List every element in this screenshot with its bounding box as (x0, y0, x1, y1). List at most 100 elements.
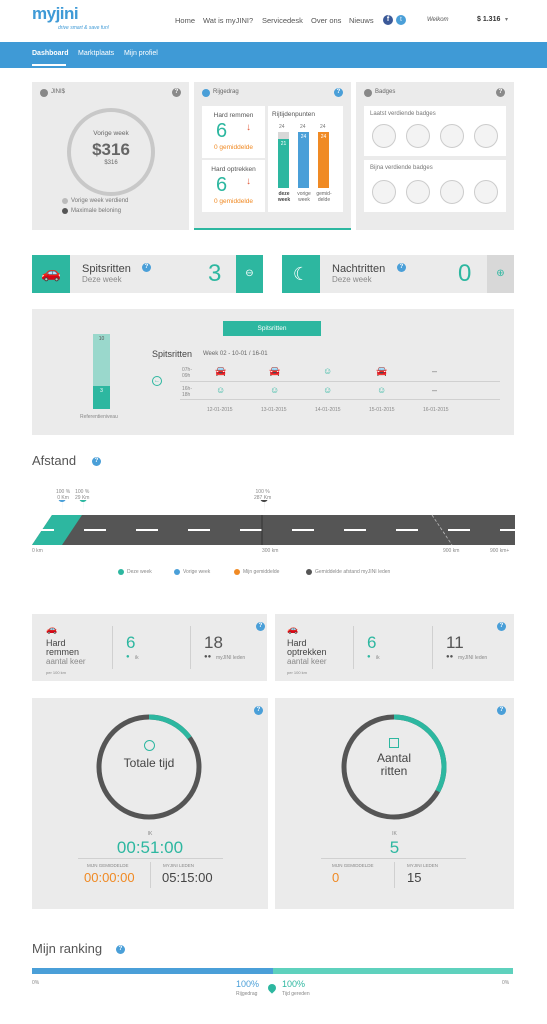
points-balance[interactable]: $ 1.316 (477, 16, 501, 23)
ritten-avg-label: MIJN GEMIDDELDE (332, 863, 374, 868)
axis-tick: 900 km+ (490, 548, 510, 554)
tab-dashboard-underline (32, 64, 66, 66)
badge-icon[interactable] (440, 124, 464, 148)
legend-label: Deze week (127, 569, 152, 575)
tijd-avg-label: MIJN GEMIDDELDE (87, 863, 129, 868)
hard-brake-label: Hard remmen (213, 112, 254, 119)
row2-label: 16h- 18h (182, 386, 193, 398)
nav-servicedesk[interactable]: Servicedesk (262, 16, 303, 25)
badge-icon[interactable] (406, 180, 430, 204)
badge-icon[interactable] (474, 124, 498, 148)
expand-button[interactable]: ⊕ (487, 255, 514, 293)
legend-dot-dark (62, 208, 68, 214)
bar-value-2: 24 (300, 134, 307, 140)
car-icon: 🚘 (376, 366, 388, 376)
jinis-sub-amount: 316 (107, 160, 118, 166)
legend-label: Vorige week (183, 569, 211, 575)
divider (353, 626, 354, 669)
group-icon: ●● (204, 654, 212, 660)
spits-tab-button[interactable]: Spitsritten (223, 321, 321, 336)
bar-fill-3 (318, 132, 329, 188)
route-icon (389, 738, 399, 748)
ritten-ring (341, 714, 447, 820)
bar-fill-2 (298, 132, 309, 188)
hard2-me-label: ik (376, 655, 380, 661)
ref-label: Referentieniveau (80, 414, 118, 420)
spits-count: 3 (208, 260, 222, 287)
tijd-leden-label: MYJINI LEDEN (163, 863, 195, 868)
divider (112, 626, 113, 669)
bar-top-2: 24 (300, 124, 306, 130)
legend-label: Mijn gemiddelde (243, 569, 280, 575)
spits-sub: Deze week (82, 275, 122, 284)
hard2-l1: Hard (287, 638, 307, 648)
help-icon[interactable]: ? (397, 263, 406, 272)
help-icon[interactable]: ? (256, 622, 265, 631)
ritten-value: 5 (389, 838, 400, 857)
row1-label: 07h- 09h (182, 367, 193, 379)
bar-value-3: 24 (320, 134, 327, 140)
help-icon[interactable]: ? (497, 622, 506, 631)
hard-brake-avg: 0 gemiddelde (213, 144, 254, 151)
smiley-icon: ☺ (323, 385, 333, 395)
nav-news[interactable]: Nieuws (349, 16, 374, 25)
divider (78, 858, 223, 859)
legend-swatch (234, 569, 240, 575)
ref-bar-top (93, 334, 110, 386)
date-label: 14-01-2015 (315, 407, 341, 413)
divider (321, 858, 466, 859)
facebook-icon[interactable]: f (383, 15, 393, 25)
legend-label: Gemiddelde afstand myJINI leden (315, 569, 391, 575)
badge-icon[interactable] (372, 124, 396, 148)
tijd-avg: 00:00:00 (84, 870, 135, 885)
jinis-card: JINI$ ? Vorige week $316 $316 Vorige wee… (32, 82, 189, 230)
ranking-right: 0% (502, 980, 510, 986)
badge-icon[interactable] (474, 180, 498, 204)
smiley-icon: ☺ (323, 366, 333, 376)
help-icon[interactable]: ? (172, 88, 181, 97)
hard-brake-value: 6 (216, 120, 228, 142)
help-icon[interactable]: ? (497, 706, 506, 715)
help-icon[interactable]: ? (334, 88, 343, 97)
tab-profiel[interactable]: Mijn profiel (124, 50, 158, 57)
prev-week-button[interactable]: ← (152, 376, 162, 386)
row-divider (180, 381, 500, 382)
ranking-bar-right (273, 968, 513, 974)
tab-marktplaats[interactable]: Marktplaats (78, 50, 115, 57)
divider (394, 862, 395, 888)
collapse-button[interactable]: ⊖ (236, 255, 263, 293)
person-icon: ● (367, 654, 371, 660)
badge-icon[interactable] (406, 124, 430, 148)
hard-acc-label: Hard optrekken (211, 166, 256, 173)
moon-icon: ☾ (282, 255, 320, 293)
bar-label-3: gemid-delde (316, 191, 332, 203)
date-label: 12-01-2015 (207, 407, 233, 413)
smiley-icon: ☺ (270, 385, 280, 395)
ritten-title: Aantal ritten (376, 751, 412, 778)
badge-icon[interactable] (372, 180, 396, 204)
chevron-down-icon[interactable]: ▾ (505, 17, 509, 23)
help-icon[interactable]: ? (92, 457, 101, 466)
legend-swatch (174, 569, 180, 575)
badge-icon[interactable] (440, 180, 464, 204)
tab-dashboard[interactable]: Dashboard (32, 50, 69, 57)
car-icon: 🚘 (215, 366, 227, 376)
arrow-down-icon: ↓ (246, 122, 251, 133)
nav-what[interactable]: Wat is myJINI? (203, 16, 254, 25)
help-icon[interactable]: ? (254, 706, 263, 715)
nav-home[interactable]: Home (175, 16, 196, 25)
bar-label-1: deze week (277, 191, 291, 203)
help-icon[interactable]: ? (116, 945, 125, 954)
car-icon: 🚗 (32, 255, 70, 293)
ranking-l2: Tijd gereden (282, 991, 310, 997)
logo[interactable]: myjini (32, 4, 79, 23)
ritten-leden: 15 (407, 870, 422, 885)
hard1-per: per 100 km (46, 670, 67, 675)
help-icon[interactable]: ? (496, 88, 505, 97)
twitter-icon[interactable]: t (396, 15, 406, 25)
help-icon[interactable]: ? (142, 263, 151, 272)
rijgedrag-card: Rijgedrag ? Hard remmen 6 ↓ 0 gemiddelde… (194, 82, 351, 230)
nav-about[interactable]: Over ons (311, 16, 342, 25)
date-label: 15-01-2015 (369, 407, 395, 413)
spits-title: Spitsritten (82, 263, 131, 275)
